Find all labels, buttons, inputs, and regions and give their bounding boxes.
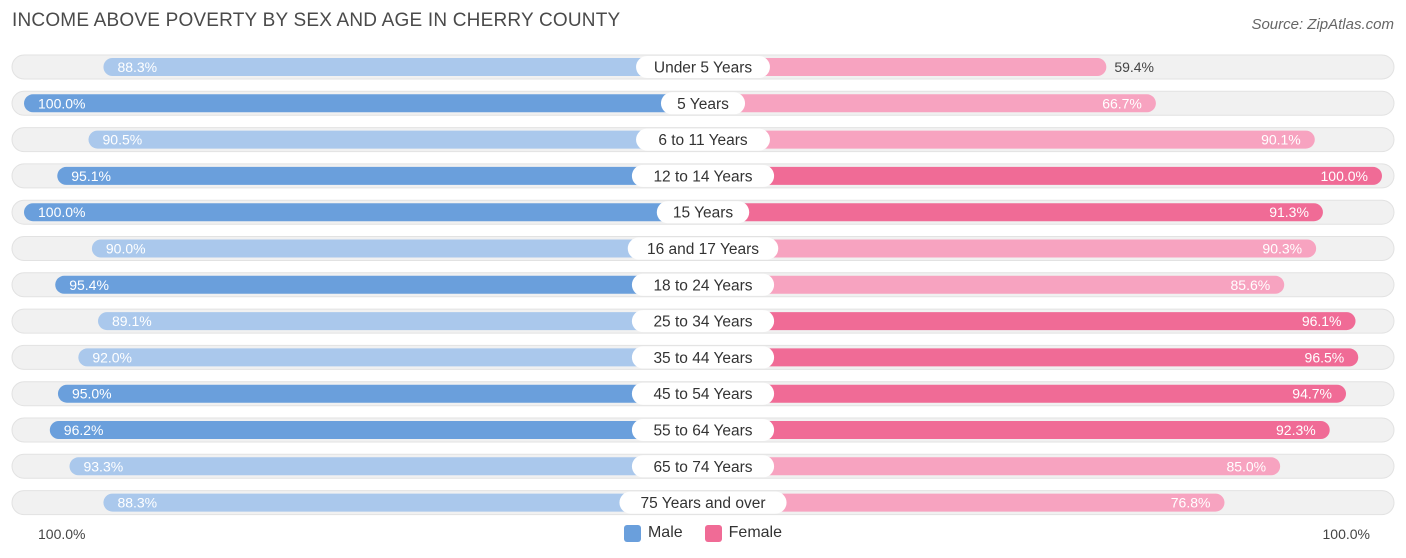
chart-title: INCOME ABOVE POVERTY BY SEX AND AGE IN C… — [12, 10, 621, 31]
legend-label-female: Female — [728, 524, 783, 541]
category-pill — [627, 237, 779, 260]
bar-male — [88, 130, 703, 149]
bar-male — [55, 275, 703, 294]
bar-female — [703, 275, 1285, 294]
bar-female — [703, 239, 1317, 258]
category-pill — [631, 455, 775, 478]
data-label-male: 96.2% — [64, 422, 104, 438]
category-label: 55 to 64 Years — [653, 423, 752, 440]
bar-female — [703, 348, 1359, 367]
axis-left-label: 100.0% — [38, 526, 86, 542]
data-label-female: 85.6% — [1231, 277, 1271, 293]
data-label-female: 90.1% — [1261, 132, 1301, 148]
bar-female — [703, 384, 1347, 403]
data-label-male: 93.3% — [83, 458, 123, 474]
bar-female — [703, 166, 1382, 185]
data-label-male: 95.0% — [72, 386, 112, 402]
bar-female — [703, 94, 1156, 113]
bar-female — [703, 312, 1356, 331]
bar-male — [57, 384, 703, 403]
category-pill — [636, 56, 770, 78]
bar-female — [703, 130, 1315, 149]
bar-female — [703, 493, 1225, 512]
legend-swatch-male — [623, 524, 641, 542]
bar-male — [78, 348, 703, 367]
category-label: 35 to 44 Years — [653, 350, 752, 367]
data-label-female: 96.1% — [1302, 313, 1342, 329]
category-pill — [660, 92, 746, 115]
bar-male — [57, 166, 704, 185]
category-label: 18 to 24 Years — [653, 277, 752, 294]
bar-male — [24, 94, 703, 113]
category-label: Under 5 Years — [654, 60, 752, 77]
bar-female — [703, 203, 1323, 222]
data-label-female: 91.3% — [1269, 204, 1309, 220]
bar-male — [91, 239, 703, 258]
category-pill — [631, 346, 775, 369]
bar-female — [703, 421, 1330, 439]
data-label-female: 100.0% — [1321, 168, 1368, 184]
category-pill — [619, 491, 787, 514]
bar-female — [703, 58, 1107, 76]
bar-male — [49, 421, 703, 439]
data-label-female: 59.4% — [1114, 59, 1154, 75]
category-label: 16 and 17 Years — [647, 241, 759, 258]
legend: Male Female — [0, 524, 1406, 542]
category-label: 12 to 14 Years — [653, 168, 752, 185]
category-label: 45 to 54 Years — [653, 386, 752, 403]
chart-source: Source: ZipAtlas.com — [1251, 16, 1394, 33]
data-label-female: 92.3% — [1276, 422, 1316, 438]
data-label-male: 92.0% — [92, 349, 132, 365]
data-label-male: 90.0% — [106, 241, 146, 257]
category-pill — [631, 310, 775, 333]
bar-male — [103, 493, 704, 512]
data-label-male: 100.0% — [38, 95, 85, 111]
data-label-female: 66.7% — [1102, 95, 1142, 111]
data-label-male: 95.4% — [69, 277, 109, 293]
bar-male — [98, 312, 704, 331]
category-pill — [631, 164, 775, 187]
data-label-female: 85.0% — [1226, 458, 1266, 474]
category-pill — [631, 419, 775, 441]
legend-label-male: Male — [647, 524, 683, 541]
category-label: 5 Years — [677, 96, 729, 113]
data-label-male: 100.0% — [38, 204, 85, 220]
category-label: 25 to 34 Years — [653, 314, 752, 331]
data-label-female: 90.3% — [1262, 241, 1302, 257]
legend-item-female[interactable]: Female — [704, 524, 783, 542]
legend-swatch-female — [704, 524, 722, 542]
bar-male — [103, 58, 704, 76]
bar-male — [24, 203, 703, 222]
category-pill — [631, 382, 775, 405]
category-pill — [636, 128, 770, 151]
data-label-male: 95.1% — [71, 168, 111, 184]
data-label-female: 94.7% — [1292, 386, 1332, 402]
data-label-male: 88.3% — [117, 495, 157, 511]
data-label-male: 88.3% — [117, 59, 157, 75]
axis-right-label: 100.0% — [1322, 526, 1370, 542]
bar-female — [703, 457, 1281, 476]
data-label-female: 96.5% — [1305, 349, 1345, 365]
bar-male — [69, 457, 704, 476]
category-label: 15 Years — [673, 205, 734, 222]
data-label-male: 90.5% — [103, 132, 143, 148]
data-label-male: 89.1% — [112, 313, 152, 329]
legend-item-male[interactable]: Male — [623, 524, 683, 542]
category-label: 6 to 11 Years — [658, 132, 748, 149]
data-label-female: 76.8% — [1171, 495, 1211, 511]
category-pill — [656, 201, 750, 224]
chart-canvas: 88.3% 59.4% Under 5 Years 100.0% 66.7% 5 Year… — [11, 54, 1395, 516]
category-label: 75 Years and over — [641, 495, 766, 512]
category-label: 65 to 74 Years — [653, 459, 752, 476]
category-pill — [631, 273, 775, 296]
